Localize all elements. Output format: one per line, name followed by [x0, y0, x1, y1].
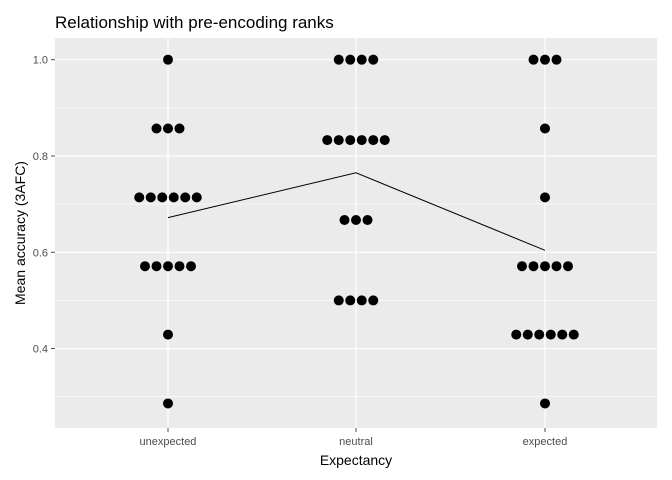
- data-point: [522, 329, 533, 340]
- data-point: [379, 135, 390, 146]
- data-point: [168, 192, 179, 203]
- data-point: [174, 123, 185, 134]
- data-point: [356, 54, 367, 65]
- data-point: [333, 135, 344, 146]
- data-point: [151, 123, 162, 134]
- data-point: [356, 295, 367, 306]
- data-point: [368, 295, 379, 306]
- mean-line-group: [167, 172, 546, 251]
- data-point: [557, 329, 568, 340]
- data-point: [186, 261, 196, 272]
- x-axis-ticks: unexpected neutral expected: [140, 428, 568, 448]
- data-point: [163, 398, 173, 409]
- data-point: [568, 329, 579, 340]
- data-point: [528, 261, 539, 272]
- data-point: [333, 54, 344, 65]
- y-tick-label: 0.6: [33, 247, 48, 259]
- data-point: [134, 192, 145, 203]
- data-point: [528, 54, 539, 65]
- data-point: [151, 261, 162, 272]
- data-point: [540, 54, 550, 65]
- data-point: [540, 123, 550, 134]
- data-point: [174, 261, 185, 272]
- data-point: [368, 54, 379, 65]
- data-point: [551, 54, 562, 65]
- data-point: [333, 295, 344, 306]
- data-point: [540, 192, 550, 203]
- data-point: [345, 295, 356, 306]
- major-gridlines: [55, 38, 657, 428]
- data-point: [563, 261, 573, 272]
- chart-title: Relationship with pre-encoding ranks: [55, 13, 334, 32]
- data-point: [545, 329, 556, 340]
- y-axis-title: Mean accuracy (3AFC): [12, 161, 28, 305]
- data-point: [540, 398, 550, 409]
- data-point: [163, 54, 173, 65]
- y-axis-ticks: 0.4 0.6 0.8 1.0: [33, 55, 55, 356]
- data-point: [551, 261, 562, 272]
- data-point: [356, 135, 367, 146]
- data-point: [339, 215, 350, 225]
- points-group: [134, 54, 579, 409]
- data-point: [180, 192, 191, 203]
- y-tick-label: 0.8: [33, 151, 48, 163]
- x-tick-label: expected: [523, 436, 568, 448]
- data-point: [540, 261, 550, 272]
- mean-line: [167, 172, 546, 251]
- data-point: [362, 215, 373, 225]
- data-point: [511, 329, 522, 340]
- data-point: [351, 215, 361, 225]
- data-point: [163, 261, 173, 272]
- data-point: [517, 261, 527, 272]
- y-tick-label: 0.4: [33, 344, 48, 356]
- data-point: [191, 192, 202, 203]
- x-tick-label: neutral: [339, 436, 373, 448]
- x-axis-title: Expectancy: [320, 452, 392, 468]
- data-point: [345, 135, 356, 146]
- data-point: [368, 135, 379, 146]
- data-point: [345, 54, 356, 65]
- data-point: [322, 135, 333, 146]
- data-point: [145, 192, 156, 203]
- data-point: [163, 329, 173, 340]
- y-tick-label: 1.0: [33, 55, 48, 67]
- data-point: [163, 123, 173, 134]
- data-point: [534, 329, 545, 340]
- data-point: [157, 192, 168, 203]
- x-tick-label: unexpected: [140, 436, 197, 448]
- data-point: [140, 261, 150, 272]
